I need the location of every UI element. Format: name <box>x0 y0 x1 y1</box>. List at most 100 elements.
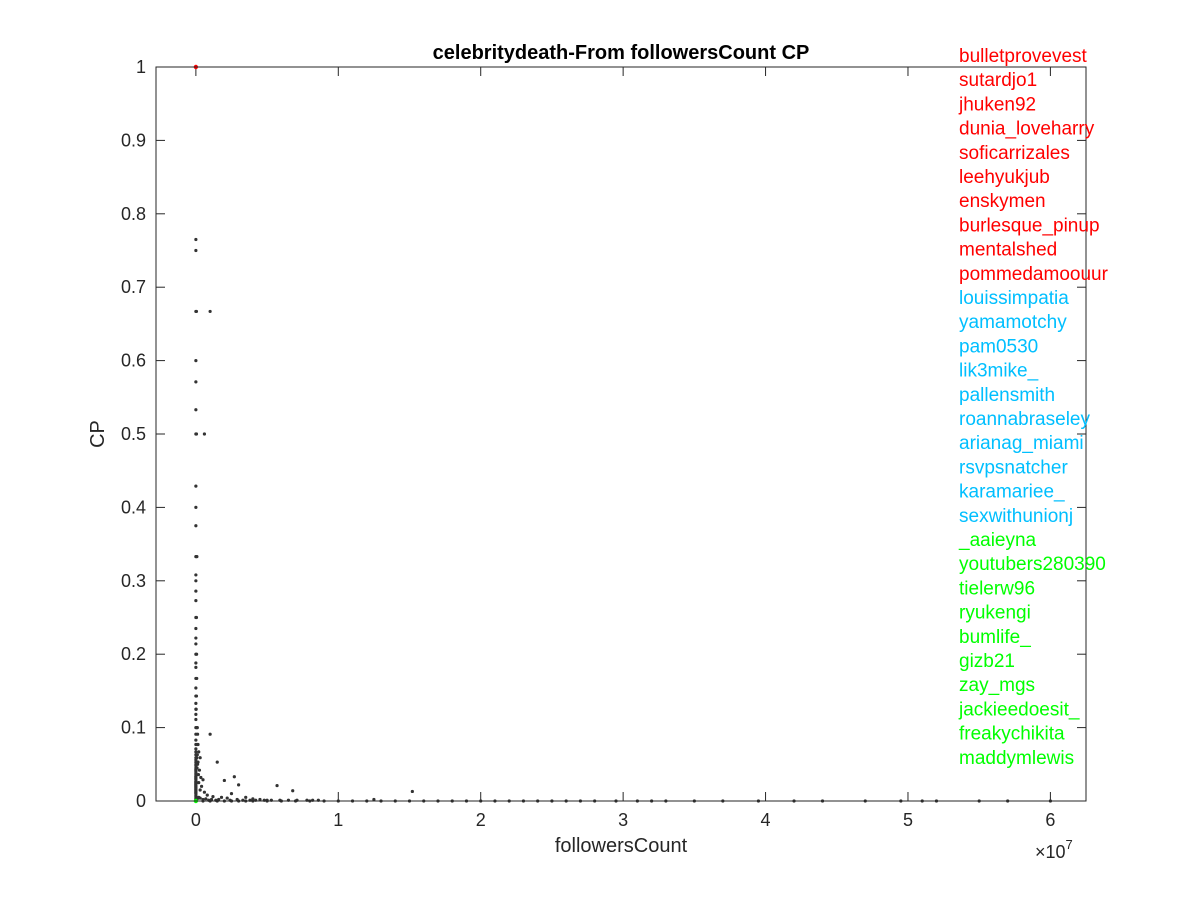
legend-names: bulletprovevest sutardjo1 jhuken92 dunia_lo… <box>958 46 1109 769</box>
legend-name: soficarrizales <box>959 143 1070 164</box>
data-point <box>194 432 199 436</box>
x-tick-label: 1 <box>333 810 343 830</box>
data-point <box>194 758 198 762</box>
y-tick-label: 0.2 <box>121 644 146 664</box>
data-point <box>196 772 201 777</box>
data-point <box>195 726 199 730</box>
data-point <box>194 717 198 722</box>
data-point <box>237 783 241 787</box>
legend-name: sexwithunionj <box>959 506 1073 527</box>
data-point <box>195 732 200 736</box>
data-point <box>194 707 198 711</box>
data-point <box>198 788 202 792</box>
data-point <box>194 524 198 528</box>
data-point <box>291 789 295 793</box>
y-tick-label: 0.3 <box>121 571 146 591</box>
plot-area <box>156 67 1086 801</box>
legend-name: ryukengi <box>959 603 1031 624</box>
plot-frame <box>155 66 1087 802</box>
legend-name: leehyukjub <box>959 167 1050 188</box>
data-points <box>194 237 1052 803</box>
data-point <box>196 742 200 747</box>
legend-name: lik3mike_ <box>959 361 1039 382</box>
x-tick-label: 3 <box>618 810 628 830</box>
data-point <box>205 793 209 797</box>
x-tick-labels: 0 1 2 3 4 5 6 <box>191 810 1056 830</box>
y-tick-label: 0.9 <box>121 130 146 150</box>
data-point <box>198 796 202 800</box>
data-point <box>194 661 198 665</box>
data-point <box>194 309 199 314</box>
data-point <box>194 599 198 603</box>
data-point <box>194 636 198 640</box>
legend-name: _aaieyna <box>958 530 1037 551</box>
x-tick-label: 5 <box>903 810 913 830</box>
legend-name: pallensmith <box>959 385 1055 406</box>
data-point <box>232 775 236 779</box>
y-tick-label: 0.7 <box>121 277 146 297</box>
data-point <box>194 738 198 742</box>
data-point <box>199 784 204 788</box>
data-point <box>194 686 198 690</box>
legend-name: mentalshed <box>959 240 1057 261</box>
data-point <box>194 665 198 670</box>
data-point <box>215 760 219 764</box>
data-point <box>194 701 198 705</box>
legend-name: freakychikita <box>959 724 1065 745</box>
data-point <box>195 753 199 757</box>
legend-name: gizb21 <box>959 651 1015 672</box>
legend-name: jackieedoesit_ <box>958 699 1080 720</box>
x-tick-label: 4 <box>761 810 771 830</box>
y-tick-label: 0.1 <box>121 718 146 738</box>
data-point <box>194 750 198 754</box>
data-point <box>194 642 198 646</box>
data-point <box>225 796 229 800</box>
chart-title: celebritydeath-From followersCount CP <box>433 42 810 64</box>
x-tick-label: 2 <box>476 810 486 830</box>
legend-name: dunia_loveharry <box>959 119 1095 140</box>
data-point <box>194 237 198 242</box>
data-point <box>211 794 215 799</box>
data-point <box>195 554 199 559</box>
legend-name: tielerw96 <box>959 578 1035 599</box>
data-point <box>194 626 198 631</box>
data-point <box>197 768 202 772</box>
legend-name: yamamotchy <box>959 312 1067 333</box>
data-point <box>194 652 199 656</box>
data-point <box>229 792 234 796</box>
data-point <box>194 505 198 509</box>
legend-name: louissimpatia <box>959 288 1069 309</box>
y-tick-label: 1 <box>136 57 146 77</box>
legend-name: pam0530 <box>959 336 1038 357</box>
y-tick-label: 0.6 <box>121 351 146 371</box>
legend-name: burlesque_pinup <box>959 215 1100 236</box>
x-tick-label: 6 <box>1045 810 1055 830</box>
data-point <box>275 783 279 788</box>
data-point <box>219 795 224 799</box>
legend-name: maddymlewis <box>959 748 1074 769</box>
legend-name: sutardjo1 <box>959 70 1037 91</box>
legend-name: jhuken92 <box>958 94 1036 115</box>
legend-name: roannabraseley <box>959 409 1090 430</box>
x-tick-label: 0 <box>191 810 201 830</box>
data-point <box>208 732 212 736</box>
data-point <box>199 775 203 780</box>
data-point <box>197 781 201 785</box>
legend-name: pommedamoouur <box>959 264 1109 285</box>
data-point <box>194 484 198 488</box>
y-axis-label: CP <box>87 420 109 448</box>
axis-ticks <box>156 66 1086 802</box>
legend-name: enskymen <box>959 191 1046 212</box>
legend-name: karamariee_ <box>959 482 1065 503</box>
data-point <box>194 589 198 593</box>
data-point <box>194 248 198 253</box>
legend-name: youtubers280390 <box>959 554 1106 575</box>
data-point <box>204 797 208 801</box>
legend-name: zay_mgs <box>959 675 1035 696</box>
data-point <box>410 789 414 794</box>
legend-name: bulletprovevest <box>959 46 1088 67</box>
data-point <box>194 579 198 583</box>
data-point <box>194 359 198 363</box>
data-point <box>251 797 255 801</box>
